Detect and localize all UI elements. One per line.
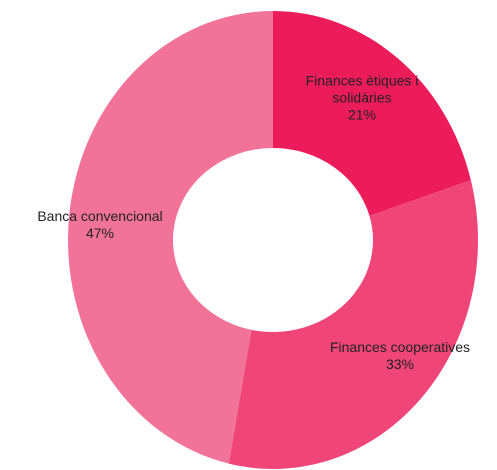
value-label: 21% (347, 106, 377, 123)
category: Banca convencional (37, 208, 163, 224)
value-label: 47% (85, 225, 115, 241)
slice (273, 11, 471, 216)
slice (67, 11, 273, 464)
slice-label: Finances ètiques i solidàries 21% (287, 73, 437, 124)
value-label: 33% (385, 356, 415, 372)
category: Finances ètiques i solidàries (305, 72, 419, 106)
slice-label: Finances coopera­tives 33% (315, 339, 485, 373)
slice-label: Banca convencional 47% (0, 208, 200, 242)
slice (228, 180, 478, 469)
category: Finances coopera­tives (329, 339, 471, 355)
